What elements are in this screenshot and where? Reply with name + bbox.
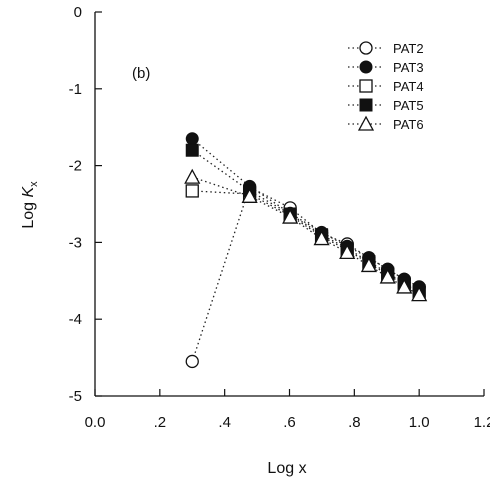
data-point-pat4 (185, 184, 199, 198)
legend-label-pat5: PAT5 (393, 98, 424, 113)
y-axis-title-sub: x (28, 181, 40, 187)
legend-marker-pat5 (359, 98, 373, 112)
y-axis-title-main: Log (20, 198, 37, 229)
legend-label-pat3: PAT3 (393, 60, 424, 75)
y-axis-title-k: K (20, 186, 37, 198)
data-point-pat5 (185, 143, 199, 157)
legend-marker-pat6 (357, 115, 375, 131)
data-point-pat6 (411, 286, 428, 302)
x-axis-title: Log x (267, 460, 306, 477)
y-tick-label: -2 (69, 158, 82, 175)
series-lines (191, 138, 420, 362)
data-point-pat6 (313, 230, 330, 246)
data-point-pat6 (282, 208, 299, 224)
y-axis-title: Log Kx (20, 181, 40, 229)
axes: 0 -1 -2 -3 -4 -50.0 .2 .4 .6 .8 1.0 1.2 (69, 4, 490, 431)
x-tick-label: 0.0 (85, 414, 106, 431)
data-point-pat2 (185, 354, 199, 369)
x-tick-label: 1.2 (474, 414, 490, 431)
data-point-pat6 (379, 268, 396, 284)
y-tick-label: -3 (69, 234, 82, 251)
data-point-pat3 (185, 132, 199, 146)
y-tick-label: -4 (69, 311, 82, 328)
panel-label: (b) (132, 65, 150, 82)
data-point-pat6 (360, 257, 378, 273)
legend-label-pat2: PAT2 (393, 41, 424, 56)
legend-marker-pat2 (359, 41, 373, 55)
x-tick-label: .4 (218, 414, 231, 431)
data-point-pat6 (184, 168, 201, 184)
y-tick-label: -5 (69, 388, 82, 405)
legend-label-pat4: PAT4 (393, 79, 424, 94)
data-point-pat6 (396, 278, 413, 294)
legend-marker-pat3 (359, 60, 373, 74)
x-tick-label: 1.0 (409, 414, 430, 431)
data-point-pat6 (241, 187, 258, 203)
series-markers (184, 132, 428, 369)
y-tick-label: 0 (74, 4, 82, 21)
legend-marker-pat4 (359, 79, 373, 93)
x-tick-label: .8 (348, 414, 361, 431)
x-tick-label: .6 (283, 414, 296, 431)
data-point-pat6 (339, 244, 356, 260)
x-tick-label: .2 (154, 414, 167, 431)
y-tick-label: -1 (69, 81, 82, 98)
legend: PAT2 PAT3 PAT4 PAT5 PAT6 (348, 41, 424, 132)
legend-label-pat6: PAT6 (393, 117, 424, 132)
